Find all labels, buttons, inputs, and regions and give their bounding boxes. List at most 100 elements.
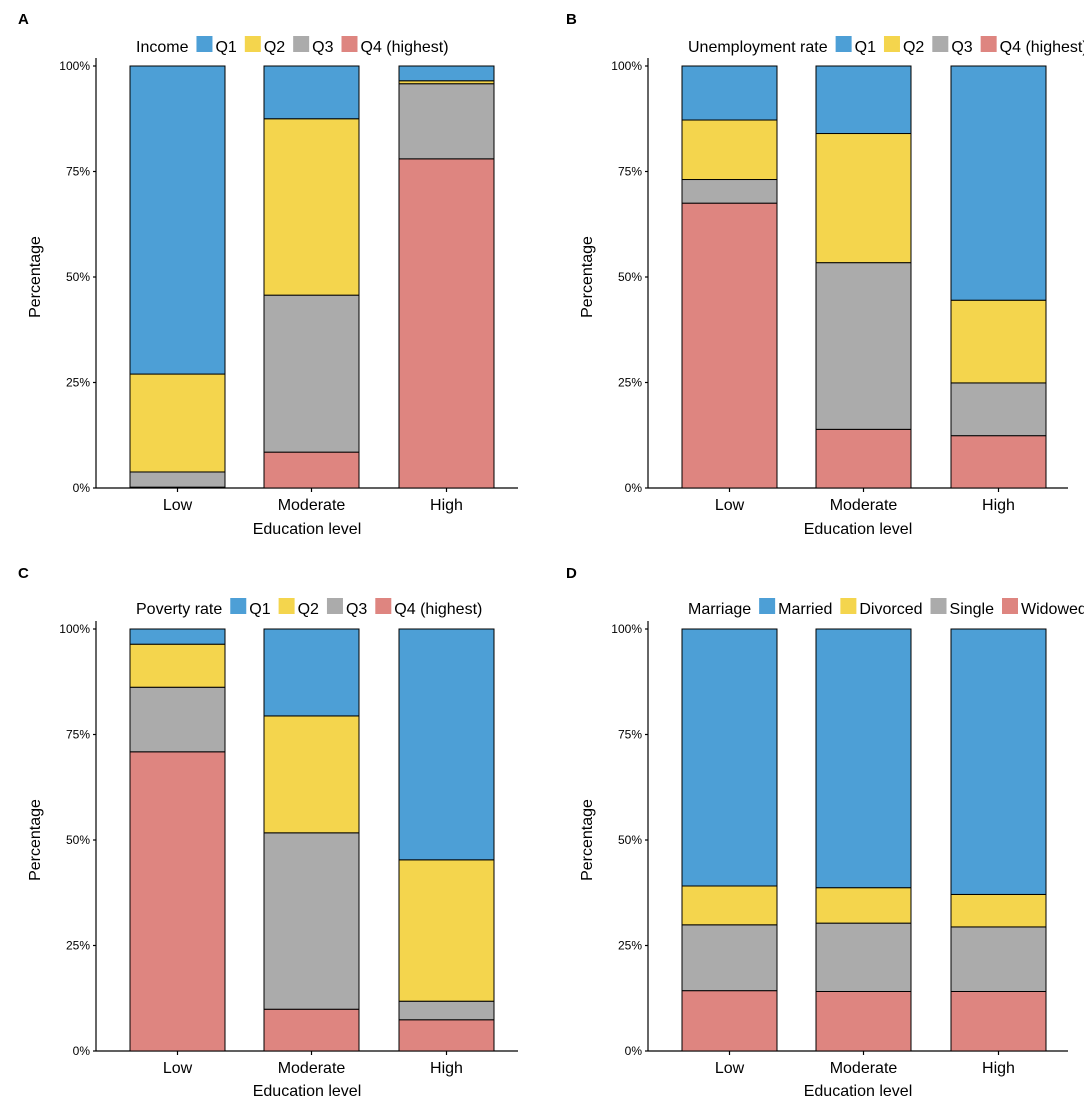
panel-b-ytick-label-1: 25% (618, 376, 642, 390)
panel-c-bar-low-q2 (129, 643, 226, 688)
panel-a-y-title: Percentage (27, 236, 44, 318)
panel-a-ytick-label-4: 100% (59, 59, 90, 73)
panel-a-label: A (18, 11, 29, 28)
panel-c-xtick-label-1: Moderate (278, 1060, 346, 1077)
panel-a-bar-high-q1 (398, 65, 495, 82)
panel-b-label: B (566, 11, 577, 28)
panel-d-bar-moderate-divorced (815, 887, 912, 924)
panel-c-ytick-label-0: 0% (73, 1044, 91, 1058)
panel-b-xtick-label-1: Moderate (830, 497, 898, 514)
panel-d-legend-item-2: Single (950, 601, 995, 618)
panel-b-bar-low-q1 (681, 65, 778, 121)
panel-c-xtick-label-2: High (430, 1060, 463, 1077)
panel-d-bar-moderate-married (815, 628, 912, 889)
panel-c-x-title: Education level (253, 1083, 362, 1100)
panel-b-legend-swatch-1 (883, 36, 900, 52)
panel-b-legend-title: Unemployment rate (688, 39, 828, 56)
panel-d-legend-item-1: Divorced (859, 601, 922, 618)
panel-a-bar-moderate-q4-highest (263, 451, 360, 489)
panel-a-legend-item-2: Q3 (312, 39, 333, 56)
panel-b-legend-item-2: Q3 (951, 39, 972, 56)
panel-d-ytick-label-0: 0% (625, 1044, 643, 1058)
panel-a-x-title: Education level (253, 521, 362, 538)
panel-d-legend-swatch-0 (759, 598, 776, 614)
panel-d-bar-moderate-single (815, 922, 912, 992)
panel-a-legend-item-1: Q2 (264, 39, 285, 56)
panel-a-legend-swatch-0 (196, 36, 213, 52)
panel-b-ytick-label-3: 75% (618, 165, 642, 179)
panel-c-bar-high-q2 (398, 859, 495, 1002)
panel-c-label: C (18, 565, 29, 582)
panel-a-legend-item-0: Q1 (215, 39, 236, 56)
panel-c-legend-swatch-2 (326, 598, 343, 614)
panel-c-legend-swatch-1 (278, 598, 295, 614)
panel-b-ytick-label-4: 100% (611, 59, 642, 73)
panel-b-bar-low-q3 (681, 179, 778, 204)
panel-b-bar-high-q3 (950, 382, 1047, 437)
panel-b-legend-swatch-0 (835, 36, 852, 52)
panel-d-y-title: Percentage (579, 799, 596, 881)
panel-d-bar-high-divorced (950, 893, 1047, 928)
panel-d-legend-item-3: Widowed (1021, 601, 1084, 618)
panel-a-ytick-label-1: 25% (66, 376, 90, 390)
panel-a-bar-moderate-q3 (263, 294, 360, 453)
panel-a-xtick-label-2: High (430, 497, 463, 514)
panel-a-bar-low-q3 (129, 471, 226, 488)
panel-c-legend-item-3: Q4 (highest) (394, 601, 482, 618)
panel-b-x-title: Education level (804, 521, 913, 538)
panel-c-bar-moderate-q3 (263, 832, 360, 1010)
panel-d-bar-high-widowed (950, 990, 1047, 1052)
panel-a-bar-low-q2 (129, 373, 226, 473)
panel-d-bar-high-married (950, 628, 1047, 895)
panel-c-legend-swatch-0 (230, 598, 247, 614)
panel-d-legend-item-0: Married (778, 601, 832, 618)
panel-c-legend-item-0: Q1 (249, 601, 270, 618)
panel-b-bar-high-q1 (950, 65, 1047, 301)
panel-a-xtick-label-1: Moderate (278, 497, 346, 514)
panel-a-bar-moderate-q2 (263, 118, 360, 296)
panel-c-bar-moderate-q4-highest (263, 1008, 360, 1052)
panel-c-bar-moderate-q2 (263, 715, 360, 834)
panel-c-bar-high-q1 (398, 628, 495, 861)
panel-c-ytick-label-2: 50% (66, 833, 90, 847)
panel-c-ytick-label-4: 100% (59, 622, 90, 636)
panel-b-bar-moderate-q1 (815, 65, 912, 135)
panel-d-bar-low-widowed (681, 990, 778, 1052)
panel-b-bar-low-q2 (681, 119, 778, 181)
panel-b-bar-moderate-q4-highest (815, 428, 912, 489)
panel-d-legend-swatch-3 (1002, 598, 1018, 614)
panel-d-label: D (566, 565, 577, 582)
panel-a-bar-low-q1 (129, 65, 226, 375)
panel-d-legend-swatch-1 (840, 598, 857, 614)
panel-c-xtick-label-0: Low (163, 1060, 193, 1077)
panel-c-ytick-label-3: 75% (66, 728, 90, 742)
panel-c-bar-low-q3 (129, 686, 226, 753)
panel-d-xtick-label-0: Low (715, 1060, 745, 1077)
panel-b-bar-moderate-q3 (815, 262, 912, 430)
panel-a-legend-item-3: Q4 (highest) (361, 39, 449, 56)
panel-c-bar-high-q4-highest (398, 1019, 495, 1052)
panel-a-ytick-label-0: 0% (73, 481, 91, 495)
panel-b-legend-swatch-3 (980, 36, 997, 52)
panel-b-ytick-label-2: 50% (618, 270, 642, 284)
panel-d-ytick-label-4: 100% (611, 622, 642, 636)
panel-c-legend-item-2: Q3 (346, 601, 367, 618)
panel-d-ytick-label-1: 25% (618, 939, 642, 953)
panel-b-bar-moderate-q2 (815, 133, 912, 264)
panel-c-legend-title: Poverty rate (136, 601, 222, 618)
panel-a-legend-title: Income (136, 39, 189, 56)
panel-d-x-title: Education level (804, 1083, 913, 1100)
panel-a-ytick-label-2: 50% (66, 270, 90, 284)
panel-b-legend-item-3: Q4 (highest) (1000, 39, 1084, 56)
panel-b-bar-low-q4-highest (681, 202, 778, 489)
panel-c-ytick-label-1: 25% (66, 939, 90, 953)
panel-c-y-title: Percentage (27, 799, 44, 881)
panel-d-bar-low-divorced (681, 885, 778, 926)
panel-d-xtick-label-1: Moderate (830, 1060, 898, 1077)
panel-b-bar-high-q2 (950, 299, 1047, 384)
panel-b-legend-item-0: Q1 (855, 39, 876, 56)
panel-b-bar-high-q4-highest (950, 435, 1047, 489)
panel-a-ytick-label-3: 75% (66, 165, 90, 179)
panel-c-bar-low-q1 (129, 628, 226, 645)
